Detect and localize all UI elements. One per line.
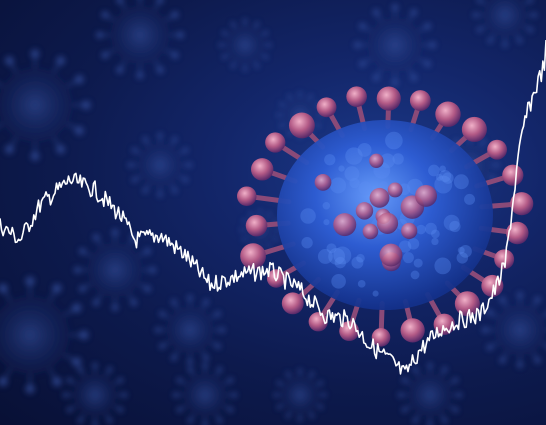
ghost-virus [172,362,238,425]
ghost-virus [481,291,546,369]
ghost-virus [273,368,327,422]
ghost-virus [127,132,193,198]
main-virus [236,86,534,347]
ghost-virus [397,362,463,425]
ghost-virus [0,49,91,161]
ghost-virus [0,276,89,394]
ghost-virus [218,18,272,72]
ghost-virus [62,362,128,425]
ghost-virus [472,0,538,48]
price-line [0,39,546,375]
ghost-virus [95,0,185,80]
ghost-virus [154,294,226,366]
ghost-virus [73,228,157,312]
ghost-virus [353,3,437,87]
